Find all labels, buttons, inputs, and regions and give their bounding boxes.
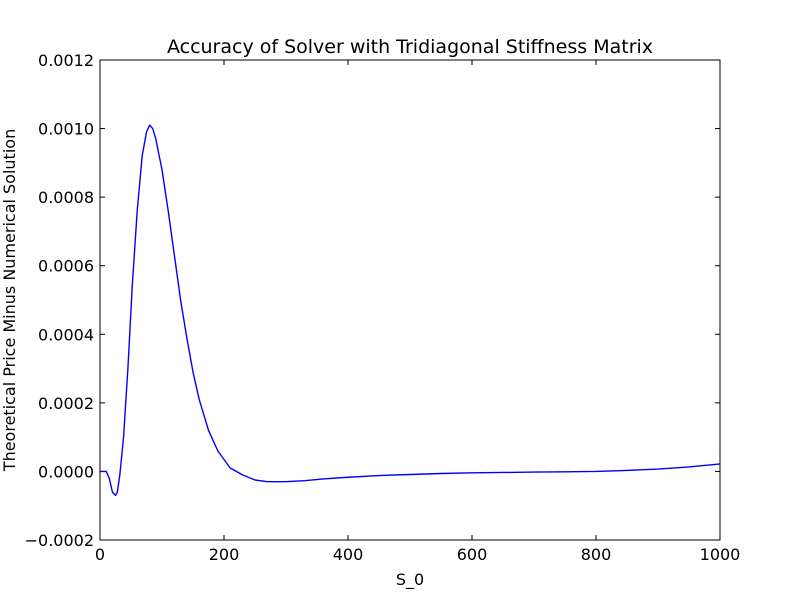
y-tick-label: 0.0000 <box>38 462 94 481</box>
y-tick-label: 0.0008 <box>38 188 94 207</box>
x-tick-label: 800 <box>581 545 612 564</box>
y-tick-label: 0.0010 <box>38 120 94 139</box>
series-layer <box>100 124 721 497</box>
x-tick-label: 400 <box>333 545 364 564</box>
y-axis-label: Theoretical Price Minus Numerical Soluti… <box>0 129 19 472</box>
y-tick-label: −0.0002 <box>25 531 94 550</box>
y-tick-label: 0.0012 <box>38 51 94 70</box>
x-axis-label: S_0 <box>396 570 424 590</box>
y-tick-label: 0.0004 <box>38 325 94 344</box>
y-tick-label: 0.0002 <box>38 394 94 413</box>
x-tick-label: 600 <box>457 545 488 564</box>
x-tick-label: 0 <box>95 545 105 564</box>
series-line <box>100 124 721 497</box>
x-tick-label: 1000 <box>700 545 741 564</box>
x-tick-label: 200 <box>209 545 240 564</box>
plot-frame <box>99 59 721 541</box>
y-tick-labels: −0.0002 0.0000 0.0002 0.0004 0.0006 0.0008 0.0… <box>25 51 94 550</box>
x-tick-labels: 0 200 400 600 800 1000 <box>95 545 740 564</box>
plot-area <box>100 60 720 540</box>
chart-title: Accuracy of Solver with Tridiagonal Stif… <box>167 36 653 58</box>
y-tick-label: 0.0006 <box>38 257 94 276</box>
